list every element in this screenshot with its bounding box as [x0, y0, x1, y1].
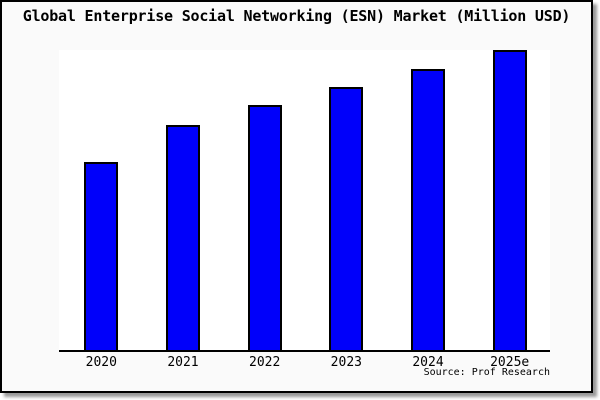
- chart-title: Global Enterprise Social Networking (ESN…: [22, 7, 571, 25]
- figure: Global Enterprise Social Networking (ESN…: [2, 2, 591, 391]
- x-tick-label-2022: 2022: [249, 355, 281, 370]
- bar-2023: [329, 87, 364, 350]
- x-tick-label-2020: 2020: [85, 355, 117, 370]
- bar-2025e: [492, 50, 527, 350]
- bar-2020: [84, 162, 119, 350]
- source-credit: Source: Prof Research: [423, 367, 550, 378]
- x-tick-label-2023: 2023: [330, 355, 362, 370]
- plot-area: [59, 50, 550, 352]
- x-tick-label-2021: 2021: [167, 355, 199, 370]
- bar-2021: [165, 125, 200, 350]
- bar-2022: [247, 105, 282, 350]
- bar-2024: [411, 69, 446, 350]
- x-tick-label-2024: 2024: [412, 355, 444, 370]
- x-tick-label-2025e: 2025e: [490, 355, 530, 370]
- chart-frame: Global Enterprise Social Networking (ESN…: [0, 0, 593, 393]
